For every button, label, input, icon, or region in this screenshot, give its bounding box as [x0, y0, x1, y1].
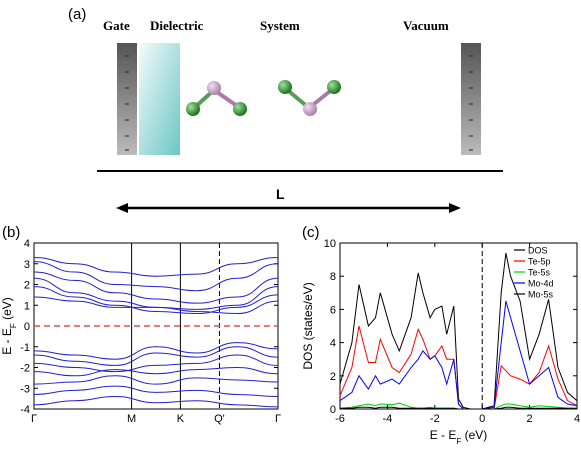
- band-ytick-label: -3: [20, 383, 30, 395]
- kpoint-label: M: [127, 413, 136, 425]
- band-line: [33, 342, 279, 360]
- legend-entry: Te-5s: [528, 268, 551, 278]
- dos-xtick-label: 4: [574, 413, 580, 425]
- dos-ytick-label: 6: [330, 304, 336, 316]
- band-ytick-label: 1: [24, 300, 30, 312]
- band-ytick-label: 2: [24, 280, 30, 292]
- gate-label: Gate: [103, 18, 130, 33]
- dos-ytick-label: 0: [330, 404, 336, 416]
- kpoint-label: K: [177, 413, 185, 425]
- legend-entry: Te-5p: [528, 257, 551, 267]
- system-label: System: [260, 18, 300, 33]
- band-ytick-label: 4: [24, 238, 30, 250]
- vacuum-electrode: [461, 43, 481, 155]
- legend-entry: Mo-5s: [528, 290, 554, 300]
- dos-xtick-label: -6: [335, 413, 345, 425]
- dos-xtick-label: 0: [479, 413, 485, 425]
- band-line: [33, 346, 279, 366]
- dos-series-line: [339, 300, 578, 410]
- mote2-unit-2: [278, 80, 341, 116]
- band-structure-chart: -4 -3 -2 -1 0 1 2 3 4 Γ M K Q' Γ E - EF (eV): [0, 238, 281, 425]
- panel-a-label: (a): [68, 6, 87, 23]
- band-ytick-label: 0: [24, 321, 30, 333]
- band-line: [33, 296, 279, 315]
- dos-series-line: [340, 406, 577, 410]
- length-arrow: [116, 203, 461, 213]
- vacuum-label: Vacuum: [403, 18, 449, 33]
- band-line: [33, 277, 279, 310]
- dielectric-label: Dielectric: [150, 18, 204, 33]
- band-ylabel: E - EF (eV): [0, 297, 18, 355]
- schematic-diagram: [97, 43, 503, 213]
- dos-ytick-label: 8: [330, 271, 336, 283]
- kpoint-label: Q': [214, 413, 225, 425]
- band-line: [33, 396, 279, 408]
- band-line: [33, 261, 279, 292]
- band-line: [33, 385, 279, 398]
- gate-electrode: [117, 43, 137, 155]
- gate-ticks: [125, 55, 129, 151]
- band-line: [33, 366, 279, 377]
- dos-ytick-label: 2: [330, 371, 336, 383]
- legend-entry: Mo-4d: [528, 279, 554, 289]
- panel-b-label: (b): [2, 224, 21, 241]
- band-line: [33, 375, 279, 385]
- band-ytick-label: -1: [20, 342, 30, 354]
- dos-ytick-label: 10: [324, 238, 336, 250]
- band-line: [33, 257, 279, 277]
- dos-xtick-label: -4: [383, 413, 393, 425]
- dos-ylabel: DOS (states/eV): [301, 282, 315, 369]
- length-label: L: [276, 186, 285, 202]
- dos-ytick-label: 4: [330, 338, 336, 350]
- kpoint-label: Γ: [275, 413, 281, 425]
- dos-xtick-label: 2: [527, 413, 533, 425]
- band-ytick-label: -4: [20, 404, 30, 416]
- legend-entry: DOS: [528, 246, 548, 256]
- band-ytick-label: 3: [24, 259, 30, 271]
- band-line: [33, 271, 279, 304]
- dos-series-line: [339, 252, 578, 410]
- band-line: [33, 286, 279, 315]
- dos-xtick-label: -2: [430, 413, 440, 425]
- band-line: [33, 354, 279, 373]
- panel-c-label: (c): [302, 224, 320, 241]
- kpoint-label: Γ: [31, 413, 37, 425]
- vacuum-ticks: [469, 55, 473, 151]
- mote2-unit-1: [186, 81, 247, 116]
- band-ytick-label: -2: [20, 363, 30, 375]
- dos-xlabel: E - EF (eV): [430, 428, 488, 446]
- dielectric-slab: [139, 43, 180, 155]
